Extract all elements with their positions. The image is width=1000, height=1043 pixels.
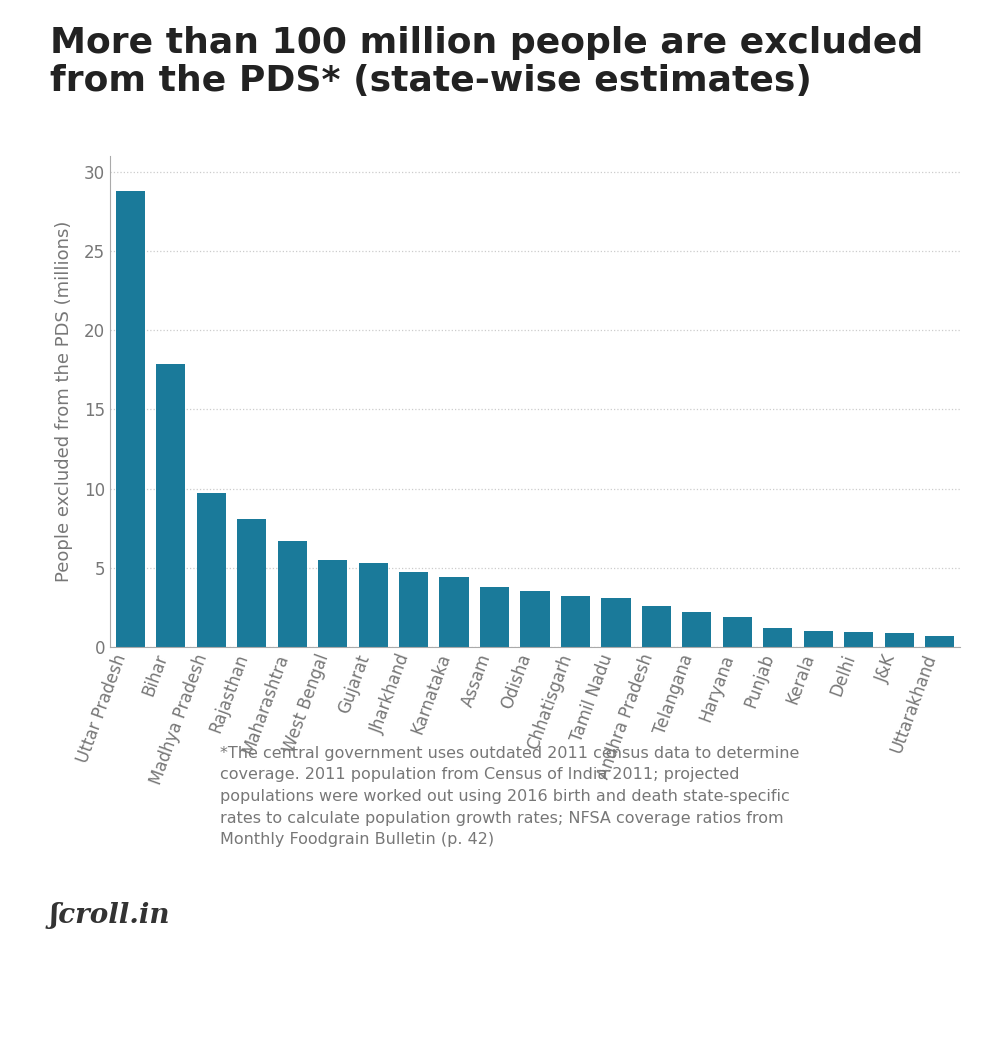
Y-axis label: People excluded from the PDS (millions): People excluded from the PDS (millions) bbox=[55, 221, 73, 582]
Bar bbox=[480, 586, 509, 647]
Text: *The central government uses outdated 2011 census data to determine
coverage. 20: *The central government uses outdated 20… bbox=[220, 746, 799, 847]
Bar bbox=[278, 540, 307, 647]
Bar bbox=[399, 573, 428, 647]
Bar bbox=[642, 606, 671, 647]
Bar bbox=[156, 364, 185, 647]
Bar bbox=[561, 596, 590, 647]
Text: More than 100 million people are excluded
from the PDS* (state-wise estimates): More than 100 million people are exclude… bbox=[50, 26, 923, 98]
Bar bbox=[763, 628, 792, 647]
Bar bbox=[116, 191, 145, 647]
Bar bbox=[682, 612, 711, 647]
Bar bbox=[723, 616, 752, 647]
Bar bbox=[318, 560, 347, 647]
Bar bbox=[520, 591, 550, 647]
Bar bbox=[197, 493, 226, 647]
Bar bbox=[237, 518, 266, 647]
Bar bbox=[925, 636, 954, 647]
Bar bbox=[844, 632, 873, 647]
Bar bbox=[804, 631, 833, 647]
Bar bbox=[885, 633, 914, 647]
Text: ʃcroll.in: ʃcroll.in bbox=[50, 902, 170, 929]
Bar bbox=[601, 598, 631, 647]
Bar bbox=[359, 563, 388, 647]
Bar bbox=[439, 577, 469, 647]
